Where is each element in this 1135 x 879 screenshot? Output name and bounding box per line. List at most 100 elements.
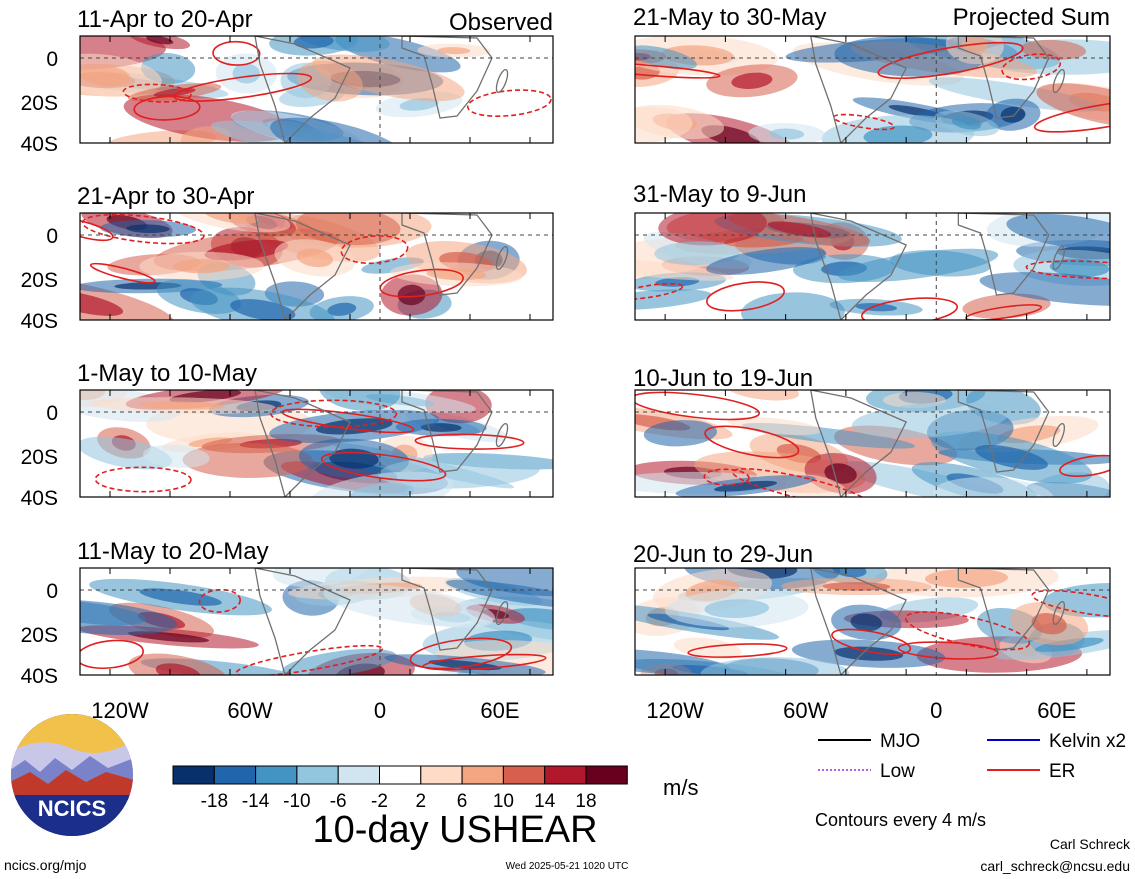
x-tick-label: 120W	[646, 698, 704, 723]
x-tick-label: 120W	[91, 698, 149, 723]
colorbar-label: -14	[242, 791, 270, 812]
ncics-logo[interactable]: NCICS	[10, 714, 134, 840]
x-tick-label: 0	[930, 698, 942, 723]
x-tick-label: 60E	[480, 698, 519, 723]
south-america-outline	[254, 213, 351, 320]
madagascar-outline	[1052, 422, 1066, 448]
anomaly-core	[126, 224, 170, 234]
colorbar-swatch	[172, 765, 215, 785]
anomaly-blob	[635, 289, 712, 311]
panel-6: 31-May to 9-Jun	[633, 181, 1111, 321]
er-contour	[877, 41, 1024, 80]
footer-author: Carl Schreck	[1050, 836, 1131, 852]
anomaly-core	[140, 401, 225, 410]
er-contour	[704, 425, 800, 459]
south-america-outline	[810, 36, 908, 143]
anomaly-core	[924, 568, 1009, 588]
colorbar-label: 18	[575, 791, 596, 812]
south-america-outline	[254, 390, 351, 497]
figure-title: 10-day USHEAR	[312, 809, 597, 851]
er-contour	[1001, 53, 1062, 81]
colorbar-swatch	[461, 765, 504, 785]
africa-outline	[957, 36, 1050, 119]
anomaly-core	[951, 117, 981, 130]
colorbar-label: -10	[283, 791, 310, 812]
panel-title: 20-Jun to 29-Jun	[633, 541, 813, 568]
er-contour	[1031, 589, 1110, 618]
colorbar-swatch	[255, 765, 298, 785]
er-contour	[94, 466, 192, 493]
africa-outline	[401, 568, 493, 651]
y-tick-label: 40S	[21, 133, 58, 156]
anomaly-blob	[654, 241, 741, 266]
anomaly-core	[1049, 258, 1110, 277]
anomaly-core	[822, 582, 891, 591]
africa-outline	[957, 213, 1050, 296]
anomaly-blob	[182, 442, 314, 478]
madagascar-outline	[1052, 245, 1066, 271]
panel-3: 1-May to 10-May 0 20S 40S	[21, 360, 554, 510]
africa-outline	[957, 390, 1050, 473]
er-contour	[414, 433, 525, 450]
anomaly-blob	[741, 292, 845, 320]
er-contour	[320, 451, 447, 482]
anomaly-core	[428, 659, 502, 671]
anomaly-core	[204, 213, 258, 224]
footer-email[interactable]: carl_schreck@ncsu.edu	[980, 858, 1130, 874]
anomaly-core	[850, 613, 883, 632]
anomaly-blob	[80, 599, 178, 635]
panel-8: 20-Jun to 29-Jun 120W 60W 0 60E	[633, 541, 1111, 723]
anomaly-blob	[312, 54, 465, 102]
anomaly-core	[127, 631, 210, 643]
colorbar-swatch	[502, 765, 546, 785]
legend-label: MJO	[880, 731, 920, 752]
colorbar-label: 6	[457, 791, 468, 812]
legend-label: Kelvin x2	[1049, 731, 1126, 752]
colorbar-label: -2	[371, 791, 388, 812]
anomaly-core	[975, 444, 1048, 470]
y-tick-label: 20S	[21, 624, 58, 647]
anomaly-core	[863, 125, 933, 143]
y-tick-label: 20S	[21, 269, 58, 292]
footer-url[interactable]: ncics.org/mjo	[4, 857, 87, 873]
er-contour	[860, 297, 958, 320]
panel-title: 11-Apr to 20-Apr	[77, 6, 253, 33]
legend-label: Low	[880, 761, 915, 782]
anomaly-blob	[635, 107, 693, 143]
colorbar-label: 2	[416, 791, 427, 812]
er-contour	[635, 391, 761, 421]
y-tick-label: 20S	[21, 92, 58, 115]
y-tick-label: 0	[46, 225, 58, 248]
anomaly-core	[397, 284, 426, 306]
africa-outline	[401, 36, 493, 119]
colorbar-swatch	[213, 765, 257, 785]
panel-4: 11-May to 20-May 0 20S 40S 120W 60W 0 60E	[21, 538, 554, 723]
south-america-outline	[810, 568, 908, 675]
anomaly-core	[80, 64, 131, 87]
er-contour	[89, 262, 156, 284]
y-tick-label: 40S	[21, 665, 58, 688]
panel-title: 10-Jun to 19-Jun	[633, 365, 813, 392]
x-tick-label: 60W	[227, 698, 272, 723]
er-contour	[340, 235, 409, 265]
panel-2: 21-Apr to 30-Apr 0 20S 40S	[21, 183, 554, 333]
y-tick-label: 0	[46, 402, 58, 425]
anomaly-core	[399, 98, 439, 111]
madagascar-outline	[495, 422, 509, 448]
south-america-outline	[810, 213, 908, 320]
panel-frame	[79, 35, 554, 144]
anomaly-blob	[635, 45, 697, 70]
panel-title: 11-May to 20-May	[77, 538, 269, 565]
anomaly-core	[1035, 637, 1104, 652]
y-tick-label: 0	[46, 48, 58, 71]
colorbar-label: 10	[493, 791, 514, 812]
legend: MJO Kelvin x2 Low ER	[818, 731, 1126, 782]
projected-header: Projected Sum	[953, 4, 1110, 31]
anomaly-blob	[272, 568, 370, 587]
er-contour	[703, 468, 750, 487]
panel-1: 11-Apr to 20-Apr 0 20S 40S	[21, 6, 554, 156]
panel-title: 1-May to 10-May	[77, 360, 257, 387]
anomaly-field	[635, 213, 1110, 320]
anomaly-field	[80, 213, 527, 320]
